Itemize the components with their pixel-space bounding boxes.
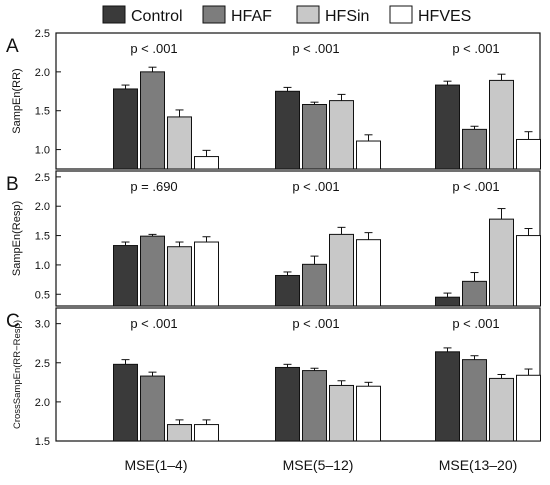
y-tick-label: 0.5 [35,289,50,301]
panel-letter: B [6,174,19,195]
bar-hfsin [167,116,192,170]
chart-panels: A SampEn(RR) 1.0 1.5 2.0 2.5 p < .001 p < .001 p… [6,28,541,448]
panel-b: B SampEn(Resp) 0.5 1.0 1.5 2.0 2.5 p = .690 p < … [6,170,541,307]
legend-label-hfves: HFVES [418,8,471,25]
bar-hfaf [140,375,165,442]
bar-hfves [194,241,219,307]
x-category-label: MSE(13–20) [439,457,518,473]
y-tick-label: 1.5 [35,231,50,243]
p-value-annotation: p < .001 [452,179,499,194]
x-category-label: MSE(1–4) [124,457,187,473]
panel-letter: C [6,311,20,332]
p-value-annotation: p < .001 [452,41,499,56]
panel-a: A SampEn(RR) 1.0 1.5 2.0 2.5 p < .001 p < .001 p… [6,28,541,170]
bar-hfaf [462,128,487,170]
y-axis-label: SampEn(RR) [11,68,23,133]
bar-control [435,296,460,307]
p-value-annotation: p < .001 [130,316,177,331]
bar-hfsin [329,384,354,442]
bar-hfves [194,424,219,442]
y-tick-label: 2.5 [35,358,50,370]
x-category-label: MSE(5–12) [283,457,354,473]
bar-hfaf [462,280,487,307]
bar-hfsin [489,377,514,442]
bar-hfsin [329,233,354,307]
y-tick-label: 2.0 [35,67,50,79]
bar-hfaf [302,263,327,307]
bar-hfves [194,156,219,170]
y-tick-label: 1.0 [35,260,50,272]
p-value-annotation: p < .001 [292,41,339,56]
legend-swatch-hfves [389,5,413,24]
bar-hfves [516,374,541,442]
legend-swatch-hfaf [202,5,226,24]
bar-hfves [516,235,541,307]
bar-hfaf [302,103,327,170]
bar-hfaf [140,235,165,307]
panel-letter: A [6,36,19,57]
bar-hfsin [489,79,514,170]
y-tick-label: 3.0 [35,319,50,331]
bar-control [113,88,138,170]
legend-swatch-control [102,5,126,24]
y-axis-label: CrossSampEn(RR−Resp) [12,320,23,429]
bar-control [113,363,138,442]
bar-control [275,90,300,170]
bar-hfaf [302,370,327,442]
y-tick-label: 1.5 [35,436,50,448]
x-axis-category-labels: MSE(1–4) MSE(5–12) MSE(13–20) [124,457,517,473]
p-value-annotation: p < .001 [452,316,499,331]
bar-control [435,351,460,442]
bar-hfves [356,239,381,307]
y-tick-label: 2.5 [35,172,50,184]
chart-legend: Control HFAF HFSin HFVES [102,5,471,25]
y-tick-label: 2.5 [35,28,50,40]
p-value-annotation: p < .001 [292,179,339,194]
bar-control [275,274,300,307]
bar-hfves [356,140,381,170]
bar-hfsin [167,246,192,307]
y-tick-label: 1.0 [35,145,50,157]
bar-control [113,245,138,307]
bar-hfves [516,138,541,170]
bar-hfaf [462,359,487,442]
legend-label-hfsin: HFSin [325,8,369,25]
legend-label-control: Control [131,8,183,25]
bar-control [435,84,460,170]
bar-hfves [356,385,381,442]
bar-hfsin [329,100,354,170]
bar-hfsin [489,218,514,307]
bar-hfsin [167,424,192,442]
y-tick-label: 2.0 [35,397,50,409]
legend-swatch-hfsin [296,5,320,24]
legend-label-hfaf: HFAF [231,8,272,25]
y-tick-label: 2.0 [35,201,50,213]
y-tick-label: 1.5 [35,106,50,118]
p-value-annotation: p = .690 [130,179,177,194]
y-axis-label: SampEn(Resp) [11,201,23,276]
bar-hfaf [140,71,165,170]
bar-control [275,366,300,442]
p-value-annotation: p < .001 [292,316,339,331]
p-value-annotation: p < .001 [130,41,177,56]
